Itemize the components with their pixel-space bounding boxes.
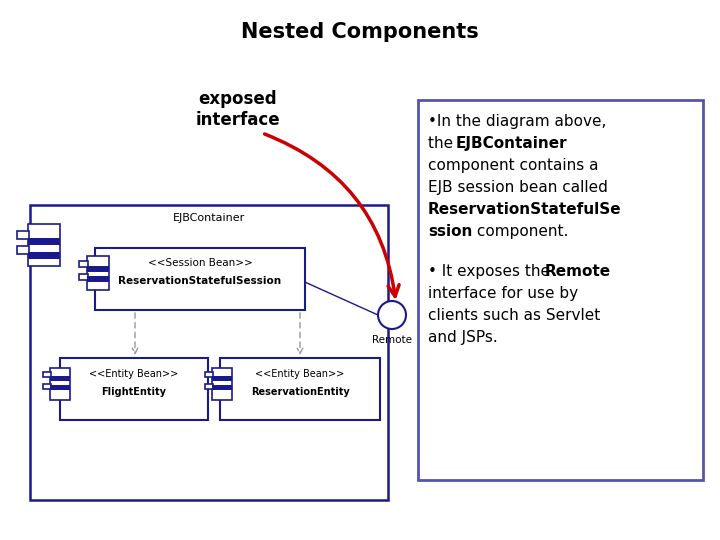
Bar [212, 368, 232, 400]
Text: <<Entity Bean>>: <<Entity Bean>> [89, 369, 179, 379]
Text: component.: component. [472, 224, 568, 239]
Text: Remote: Remote [372, 335, 412, 345]
Bar [30, 205, 388, 500]
Bar [17, 246, 29, 254]
Text: ReservationStatefulSession: ReservationStatefulSession [118, 276, 282, 286]
Text: interface for use by: interface for use by [428, 286, 578, 301]
Bar [50, 385, 70, 390]
Text: ReservationStatefulSe: ReservationStatefulSe [428, 202, 621, 217]
Bar [60, 358, 208, 420]
Bar [50, 376, 70, 381]
Bar [28, 238, 60, 245]
Bar [43, 384, 51, 389]
Text: the: the [428, 136, 458, 151]
Text: • It exposes the: • It exposes the [428, 264, 555, 279]
Bar [212, 376, 232, 381]
Bar [220, 358, 380, 420]
Bar [79, 261, 88, 267]
Bar [205, 384, 213, 389]
Bar [28, 252, 60, 259]
Bar [418, 100, 703, 480]
Bar [17, 231, 29, 239]
Bar [43, 372, 51, 377]
Bar [212, 385, 232, 390]
Bar [87, 266, 109, 272]
Text: •In the diagram above,: •In the diagram above, [428, 114, 606, 129]
Text: FlightEntity: FlightEntity [102, 387, 166, 397]
Bar [28, 224, 60, 266]
Text: EJB session bean called: EJB session bean called [428, 180, 608, 195]
Text: clients such as Servlet: clients such as Servlet [428, 308, 600, 322]
Text: Remote: Remote [545, 264, 611, 279]
Bar [87, 276, 109, 282]
Circle shape [378, 301, 406, 329]
Bar [50, 368, 70, 400]
Text: EJBContainer: EJBContainer [173, 213, 245, 223]
Text: <<Entity Bean>>: <<Entity Bean>> [256, 369, 345, 379]
Text: and JSPs.: and JSPs. [428, 329, 498, 345]
Bar [205, 372, 213, 377]
Bar [79, 274, 88, 280]
Text: Nested Components: Nested Components [241, 22, 479, 42]
Bar [87, 256, 109, 290]
Text: ssion: ssion [428, 224, 472, 239]
Text: component contains a: component contains a [428, 158, 598, 173]
Text: ReservationEntity: ReservationEntity [251, 387, 349, 397]
Bar [95, 248, 305, 310]
Text: <<Session Bean>>: <<Session Bean>> [148, 258, 253, 268]
Text: EJBContainer: EJBContainer [456, 136, 567, 151]
Text: exposed
interface: exposed interface [196, 90, 280, 129]
